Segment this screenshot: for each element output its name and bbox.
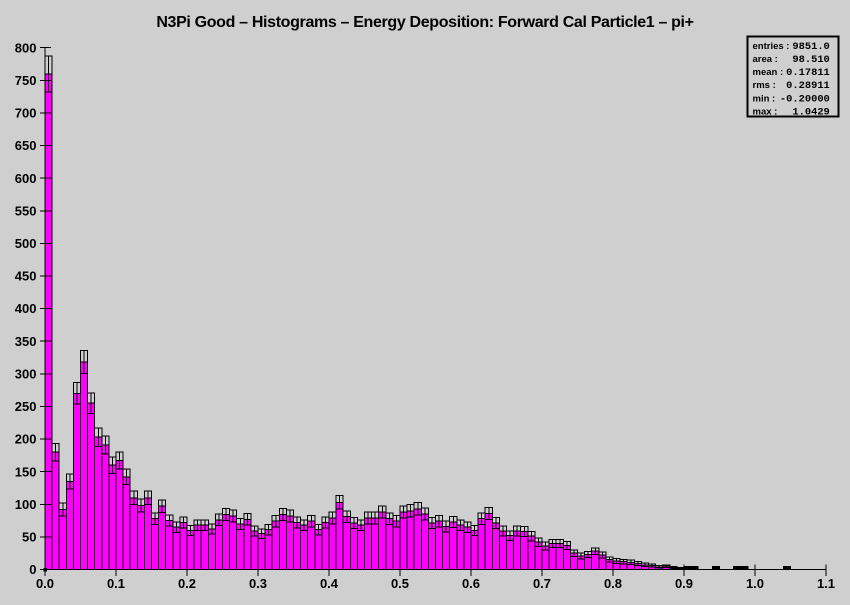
svg-text:300: 300 [15, 366, 37, 381]
svg-text:100: 100 [15, 497, 37, 512]
svg-text:0.0: 0.0 [36, 576, 54, 591]
svg-text:600: 600 [15, 171, 37, 186]
svg-text:650: 650 [15, 138, 37, 153]
svg-text:area :: area : [753, 54, 778, 65]
svg-text:entries :: entries : [753, 41, 790, 52]
svg-text:0.4: 0.4 [320, 576, 339, 591]
svg-text:0.1: 0.1 [107, 576, 125, 591]
svg-text:max :: max : [753, 106, 778, 117]
svg-text:min :: min : [753, 93, 776, 104]
svg-text:0: 0 [29, 562, 36, 577]
svg-text:N3Pi Good – Histograms – Energ: N3Pi Good – Histograms – Energy Depositi… [156, 14, 693, 31]
svg-text:1.0: 1.0 [746, 576, 764, 591]
svg-text:0.5: 0.5 [391, 576, 409, 591]
svg-text:9851.0: 9851.0 [792, 41, 829, 53]
svg-text:450: 450 [15, 269, 37, 284]
svg-text:0.8: 0.8 [604, 576, 622, 591]
svg-text:1.0429: 1.0429 [792, 106, 829, 118]
svg-text:0.28911: 0.28911 [786, 80, 830, 92]
svg-text:0.2: 0.2 [178, 576, 196, 591]
svg-text:200: 200 [15, 432, 37, 447]
svg-text:500: 500 [15, 236, 37, 251]
svg-text:400: 400 [15, 301, 37, 316]
svg-text:750: 750 [15, 73, 37, 88]
svg-text:0.7: 0.7 [533, 576, 551, 591]
svg-text:mean :: mean : [753, 67, 784, 78]
svg-text:150: 150 [15, 464, 37, 479]
svg-text:98.510: 98.510 [792, 54, 829, 66]
svg-text:550: 550 [15, 203, 37, 218]
svg-text:rms :: rms : [753, 80, 776, 91]
svg-text:0.3: 0.3 [249, 576, 267, 591]
svg-text:0.6: 0.6 [462, 576, 480, 591]
svg-text:250: 250 [15, 399, 37, 414]
svg-text:700: 700 [15, 106, 37, 121]
svg-text:800: 800 [15, 40, 37, 55]
svg-text:0.17811: 0.17811 [786, 67, 830, 79]
svg-text:-0.20000: -0.20000 [780, 93, 830, 105]
svg-text:50: 50 [22, 529, 36, 544]
svg-text:350: 350 [15, 334, 37, 349]
svg-text:1.1: 1.1 [817, 576, 835, 591]
svg-text:0.9: 0.9 [675, 576, 693, 591]
